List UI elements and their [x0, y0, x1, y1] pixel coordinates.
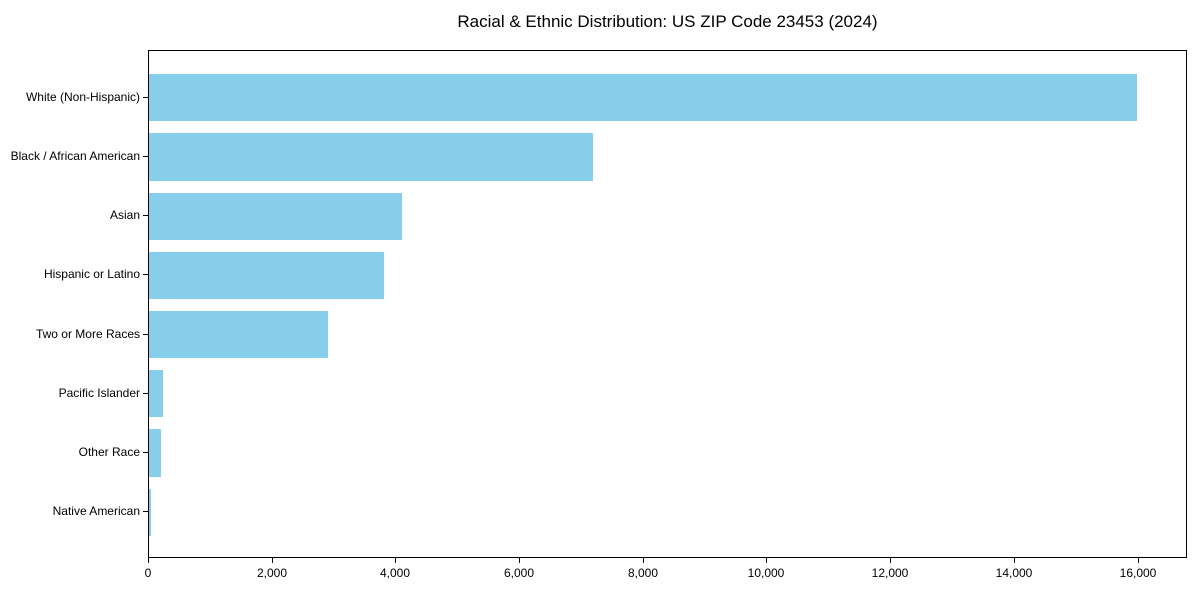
y-axis-tick [143, 274, 148, 275]
x-axis-tick [148, 558, 149, 563]
y-axis-tick [143, 97, 148, 98]
x-axis-tick-label: 8,000 [627, 566, 659, 580]
bar-other-race [149, 429, 162, 477]
x-axis-tick [643, 558, 644, 563]
y-axis-label-other-race: Other Race [78, 445, 140, 459]
x-axis-tick [272, 558, 273, 563]
x-axis-tick [766, 558, 767, 563]
y-axis-label-white-non-hispanic: White (Non-Hispanic) [25, 90, 140, 104]
y-axis-label-two-or-more-races: Two or More Races [35, 327, 140, 341]
bar-two-or-more-races [149, 310, 328, 359]
y-axis-tick [143, 511, 148, 512]
x-axis-tick-label: 4,000 [379, 566, 411, 580]
y-axis-label-hispanic-or-latino: Hispanic or Latino [43, 267, 140, 281]
y-axis-label-native-american: Native American [52, 504, 140, 518]
y-axis-label-asian: Asian [109, 208, 140, 222]
bar-hispanic-or-latino [149, 251, 384, 300]
bar-black-african-american [149, 133, 594, 181]
x-axis-tick [890, 558, 891, 563]
y-axis-label-black-african-american: Black / African American [10, 149, 140, 163]
x-axis-tick-label: 6,000 [503, 566, 535, 580]
x-axis-tick [1014, 558, 1015, 563]
y-axis-tick [143, 334, 148, 335]
x-axis-tick-label: 10,000 [747, 566, 785, 580]
y-axis-tick [143, 393, 148, 394]
x-axis-tick-label: 2,000 [256, 566, 288, 580]
x-axis-tick [1138, 558, 1139, 563]
bar-asian [149, 192, 403, 240]
bar-pacific-islander [149, 370, 163, 418]
x-axis-tick-label: 14,000 [995, 566, 1033, 580]
x-axis-tick-label: 12,000 [871, 566, 909, 580]
chart-title: Racial & Ethnic Distribution: US ZIP Cod… [457, 12, 878, 31]
bar-white-non-hispanic [149, 74, 1137, 122]
x-axis-tick-label: 16,000 [1119, 566, 1157, 580]
y-axis-label-pacific-islander: Pacific Islander [58, 386, 140, 400]
x-axis-tick [519, 558, 520, 563]
y-axis-tick [143, 452, 148, 453]
y-axis-tick [143, 215, 148, 216]
x-axis-tick-label: 0 [144, 566, 152, 580]
plot-area [148, 50, 1187, 558]
x-axis-tick [395, 558, 396, 563]
y-axis-tick [143, 156, 148, 157]
bar-native-american [149, 488, 152, 536]
